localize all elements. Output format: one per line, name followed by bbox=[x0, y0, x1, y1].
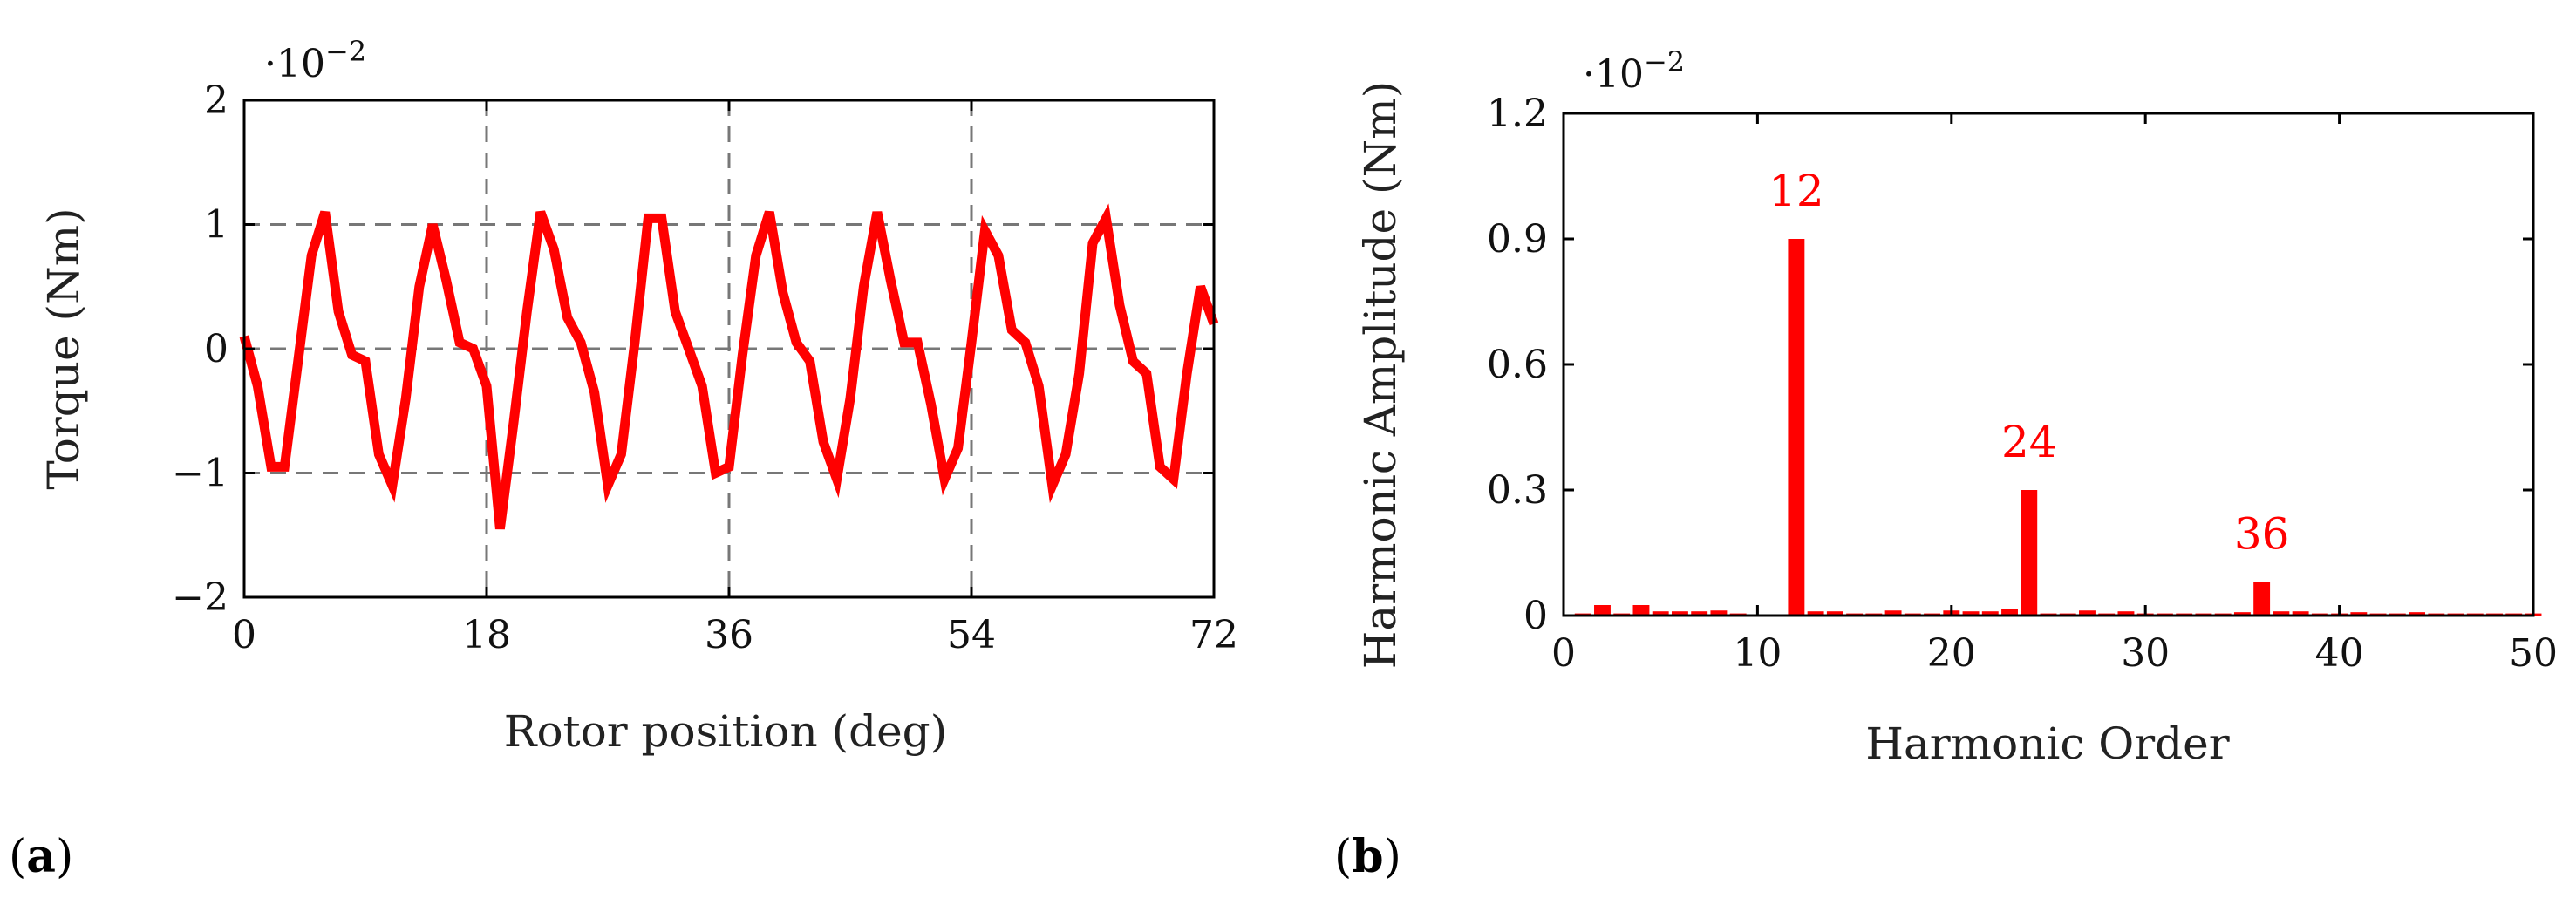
harmonic-bar-2 bbox=[1594, 605, 1611, 616]
y-tick-label: 1 bbox=[204, 203, 228, 248]
y-axis-label: Harmonic Amplitude (Nm) bbox=[1355, 81, 1406, 669]
y-tick-label: −1 bbox=[172, 452, 228, 496]
harmonic-bar-23 bbox=[2001, 609, 2018, 616]
y-tick-label: 0.3 bbox=[1487, 468, 1548, 513]
tick-marks bbox=[1562, 112, 2535, 617]
harmonic-bar-37 bbox=[2273, 611, 2290, 616]
y-tick-labels: 0 0.3 0.6 0.9 1.2 bbox=[1487, 92, 1548, 638]
y-tick-label: 2 bbox=[204, 78, 228, 123]
y-multiplier: ·10−2 bbox=[264, 35, 366, 86]
multiplier-exponent: −2 bbox=[1644, 45, 1685, 78]
x-tick-label: 36 bbox=[705, 613, 753, 657]
x-tick-label: 0 bbox=[1551, 631, 1576, 676]
y-tick-label: 1.2 bbox=[1487, 92, 1548, 136]
x-tick-labels: 0 10 20 30 40 50 bbox=[1551, 631, 2558, 676]
harmonic-chart: 0 10 20 30 40 50 0 0.3 0.6 0.9 1.2 12 24 36 ·10−2 H… bbox=[1334, 45, 2558, 883]
x-tick-labels: 0 18 36 54 72 bbox=[232, 613, 1238, 657]
harmonic-bar-4 bbox=[1632, 605, 1650, 616]
panel-letter-b: b bbox=[1352, 830, 1383, 883]
peak-label-36: 36 bbox=[2234, 509, 2290, 560]
x-tick-label: 40 bbox=[2315, 631, 2364, 676]
y-axis-label: Torque (Nm) bbox=[38, 208, 89, 489]
peak-label-12: 12 bbox=[1768, 166, 1824, 216]
x-tick-label: 0 bbox=[232, 613, 256, 657]
harmonic-bar-21 bbox=[1962, 611, 1980, 616]
harmonic-bar-44 bbox=[2409, 612, 2426, 616]
y-tick-label: −2 bbox=[172, 575, 228, 620]
x-tick-label: 18 bbox=[462, 613, 511, 657]
peak-annotations: 12 24 36 bbox=[1768, 166, 2289, 560]
plot-frame bbox=[1562, 112, 2535, 617]
panel-label-b: (b) bbox=[1334, 830, 1401, 883]
x-axis-label: Harmonic Order bbox=[1865, 718, 2229, 769]
harmonic-bar-14 bbox=[1826, 611, 1843, 616]
harmonic-bar-17 bbox=[1884, 610, 1902, 616]
x-tick-label: 10 bbox=[1733, 631, 1782, 676]
x-tick-label: 30 bbox=[2121, 631, 2170, 676]
harmonic-bar-6 bbox=[1671, 611, 1688, 616]
panel-letter-a: a bbox=[26, 830, 56, 883]
harmonic-bar-35 bbox=[2233, 612, 2251, 616]
torque-series bbox=[239, 203, 1219, 530]
harmonic-bars bbox=[1574, 239, 2542, 616]
y-tick-label: 0 bbox=[204, 327, 228, 371]
harmonic-bar-38 bbox=[2292, 611, 2309, 616]
harmonic-bar-41 bbox=[2350, 612, 2368, 616]
multiplier-exponent: −2 bbox=[325, 35, 366, 68]
harmonic-bar-12 bbox=[1788, 239, 1805, 616]
peak-label-24: 24 bbox=[2001, 417, 2057, 467]
harmonic-bar-7 bbox=[1691, 611, 1708, 616]
grid-lines bbox=[244, 100, 1214, 597]
harmonic-bar-8 bbox=[1710, 610, 1728, 616]
harmonic-bar-29 bbox=[2117, 611, 2135, 616]
x-axis-label: Rotor position (deg) bbox=[504, 706, 947, 757]
y-tick-labels: −2 −1 0 1 2 bbox=[172, 78, 228, 620]
harmonic-bar-22 bbox=[1981, 611, 1999, 616]
x-tick-label: 20 bbox=[1927, 631, 1976, 676]
y-tick-label: 0.6 bbox=[1487, 343, 1548, 387]
y-multiplier: ·10−2 bbox=[1583, 45, 1685, 97]
torque-line bbox=[239, 203, 1219, 530]
x-tick-label: 50 bbox=[2509, 631, 2558, 676]
panel-label-a: (a) bbox=[9, 830, 73, 883]
x-tick-label: 54 bbox=[947, 613, 996, 657]
harmonic-bar-24 bbox=[2021, 490, 2038, 616]
y-tick-label: 0 bbox=[1523, 594, 1548, 638]
multiplier-base: ·10 bbox=[264, 42, 325, 86]
x-tick-label: 72 bbox=[1189, 613, 1238, 657]
harmonic-bar-36 bbox=[2253, 582, 2271, 616]
y-tick-label: 0.9 bbox=[1487, 217, 1548, 262]
harmonic-bar-27 bbox=[2079, 610, 2096, 616]
multiplier-base: ·10 bbox=[1583, 52, 1644, 97]
harmonic-bar-5 bbox=[1652, 611, 1669, 616]
tick-marks bbox=[242, 99, 1216, 599]
harmonic-bar-13 bbox=[1807, 611, 1824, 616]
